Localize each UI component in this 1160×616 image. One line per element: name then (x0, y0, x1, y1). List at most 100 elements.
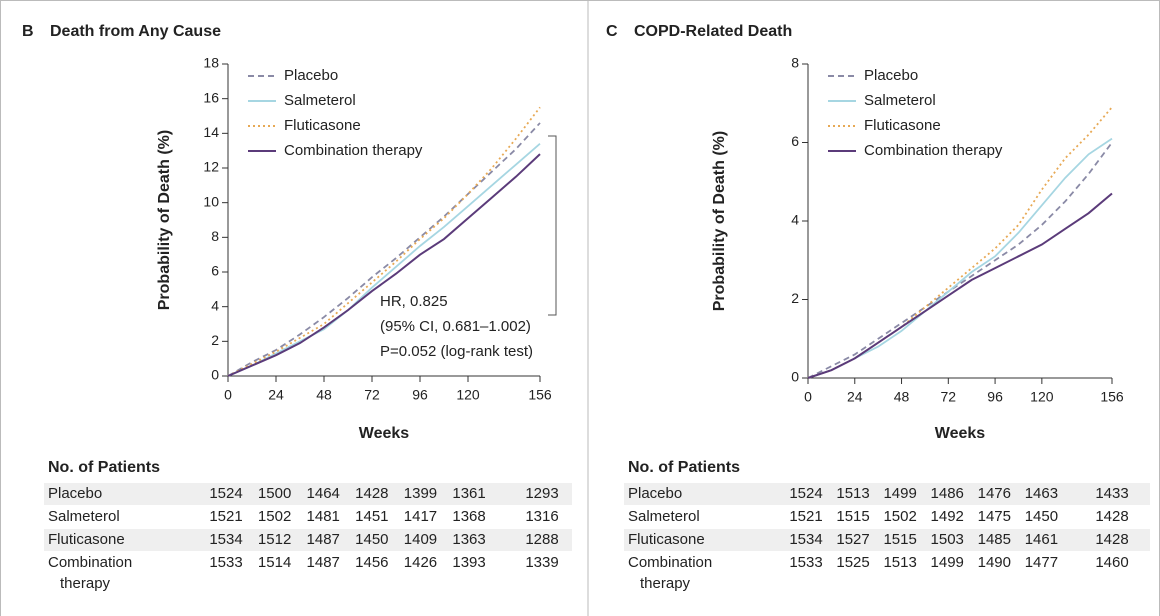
risk-count: 1339 (525, 554, 558, 571)
risk-count: 1500 (258, 485, 291, 502)
risk-count: 1393 (452, 554, 485, 571)
y-tick-label: 10 (203, 193, 219, 209)
risk-count: 1521 (789, 508, 822, 525)
legend-label: Placebo (284, 67, 338, 84)
risk-count: 1527 (836, 531, 869, 548)
row-stripe (624, 529, 1150, 551)
y-tick-label: 2 (211, 332, 219, 348)
row-label-box: Placebo (48, 485, 102, 502)
risk-count: 1475 (978, 508, 1011, 525)
risk-count: 1316 (525, 508, 558, 525)
row-label: Combination therapy (628, 554, 713, 592)
risk-count: 1485 (978, 531, 1011, 548)
risk-count: 1361 (452, 485, 485, 502)
risk-count: 1490 (978, 554, 1011, 571)
y-tick-label: 0 (791, 369, 799, 385)
row-label: Fluticasone (628, 531, 705, 548)
y-axis-label: Probability of Death (%) (711, 131, 728, 311)
row-label-box: Combination therapy (48, 554, 133, 592)
table-title: No. of Patients (628, 459, 740, 476)
x-tick-label: 120 (1030, 389, 1054, 405)
legend-label: Combination therapy (284, 142, 423, 159)
x-tick-label: 72 (941, 389, 957, 405)
annotation: (95% CI, 0.681–1.002) (380, 318, 531, 335)
row-stripe (44, 483, 572, 505)
risk-count: 1515 (883, 531, 916, 548)
series-line (227, 153, 541, 377)
legend-label: Placebo (864, 67, 918, 84)
row-label: Salmeterol (628, 508, 700, 525)
risk-count: 1450 (1025, 508, 1058, 525)
table-title: No. of Patients (48, 459, 160, 476)
row-label-box: Combination therapy (628, 554, 713, 592)
x-tick-label: 48 (316, 387, 332, 403)
y-tick-label: 2 (791, 290, 799, 306)
x-tick-label: 156 (1100, 389, 1124, 405)
hr-bracket (548, 135, 557, 316)
risk-count: 1512 (258, 531, 291, 548)
y-tick-label: 4 (211, 297, 219, 313)
row-label-box: Fluticasone (48, 531, 125, 548)
risk-count: 1486 (931, 485, 964, 502)
risk-count: 1293 (525, 485, 558, 502)
y-tick-label: 4 (791, 212, 799, 228)
x-axis-label: Weeks (935, 425, 986, 442)
risk-count: 1499 (883, 485, 916, 502)
row-stripe (624, 483, 1150, 505)
legend-label: Combination therapy (864, 142, 1003, 159)
risk-count: 1368 (452, 508, 485, 525)
risk-count: 1477 (1025, 554, 1058, 571)
risk-count: 1513 (836, 485, 869, 502)
risk-count: 1399 (404, 485, 437, 502)
chart-title: COPD-Related Death (634, 23, 792, 40)
chart-title: Death from Any Cause (50, 23, 221, 40)
y-tick-label: 6 (791, 133, 799, 149)
annotation: P=0.052 (log-rank test) (380, 343, 533, 360)
y-tick-label: 8 (791, 55, 799, 71)
row-label-box: Salmeterol (628, 508, 700, 525)
risk-count: 1487 (307, 554, 340, 571)
x-tick-label: 0 (804, 389, 812, 405)
risk-count: 1451 (355, 508, 388, 525)
row-label-box: Fluticasone (628, 531, 705, 548)
x-tick-label: 24 (268, 387, 284, 403)
y-tick-label: 12 (203, 159, 219, 175)
row-label-box: Placebo (628, 485, 683, 502)
x-tick-label: 24 (847, 389, 863, 405)
y-tick-label: 18 (203, 55, 219, 71)
y-tick-label: 14 (203, 124, 219, 140)
risk-count: 1534 (209, 531, 242, 548)
risk-count: 1524 (209, 485, 242, 502)
x-tick-label: 96 (412, 387, 428, 403)
y-tick-label: 16 (203, 89, 219, 105)
row-label: Placebo (628, 485, 683, 502)
y-tick-label: 0 (211, 367, 219, 383)
risk-count: 1533 (789, 554, 822, 571)
row-label: Fluticasone (48, 531, 125, 548)
legend-label: Salmeterol (284, 92, 356, 109)
risk-count: 1513 (883, 554, 916, 571)
series-line (227, 143, 541, 377)
series-line (807, 137, 1113, 379)
risk-count: 1524 (789, 485, 822, 502)
row-label: Combination therapy (48, 554, 133, 592)
risk-count: 1525 (836, 554, 869, 571)
risk-count: 1456 (355, 554, 388, 571)
x-tick-label: 72 (364, 387, 380, 403)
panel-label: C (606, 23, 618, 40)
y-tick-label: 8 (211, 228, 219, 244)
risk-count: 1433 (1095, 485, 1128, 502)
risk-count: 1502 (883, 508, 916, 525)
risk-count: 1502 (258, 508, 291, 525)
risk-count: 1461 (1025, 531, 1058, 548)
x-tick-label: 120 (456, 387, 480, 403)
risk-count: 1428 (1095, 508, 1128, 525)
risk-count: 1463 (1025, 485, 1058, 502)
risk-count: 1533 (209, 554, 242, 571)
series-line (807, 192, 1113, 379)
x-tick-label: 0 (224, 387, 232, 403)
risk-count: 1464 (307, 485, 340, 502)
y-axis-label: Probability of Death (%) (156, 130, 173, 310)
